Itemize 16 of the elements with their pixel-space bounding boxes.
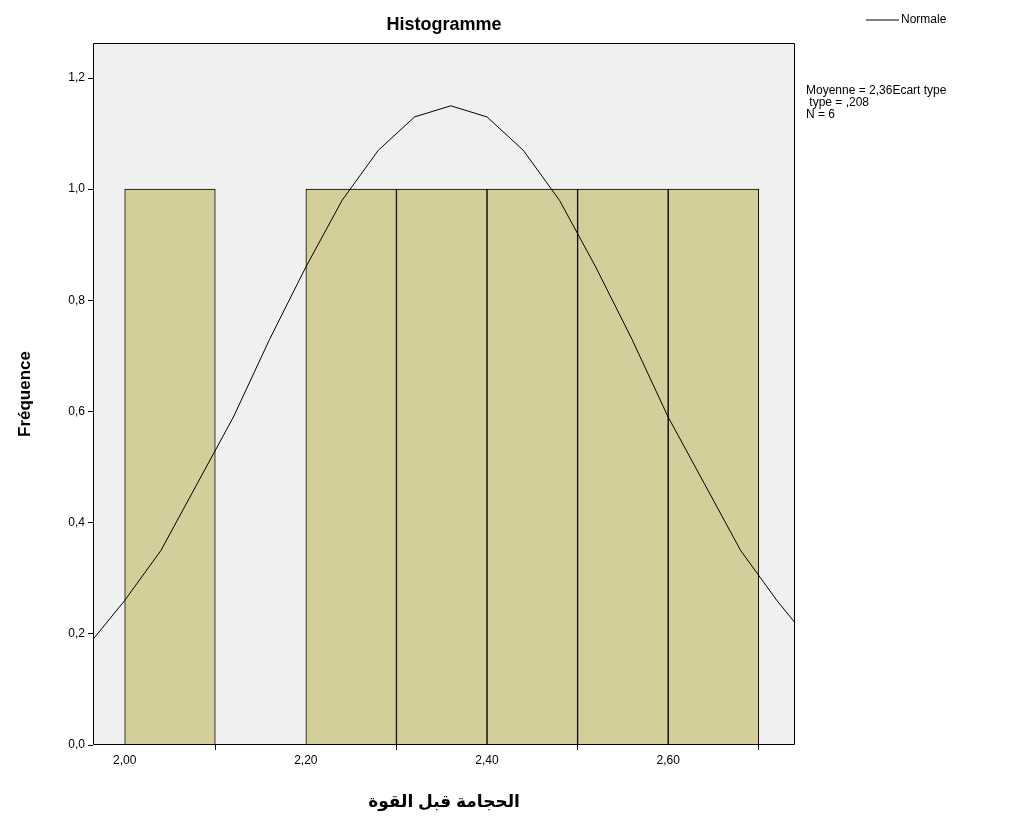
y-tick-label: 0,6 — [68, 403, 86, 418]
y-tick-label: 0,4 — [68, 514, 86, 529]
x-tick-label: 2,20 — [294, 752, 318, 767]
x-tick-label: 2,40 — [475, 752, 500, 767]
y-tick-label: 0,0 — [68, 737, 86, 752]
y-tick-label: 0,8 — [68, 292, 86, 307]
y-tick-label: 1,0 — [68, 181, 86, 196]
x-axis-title: الحجامة قبل القوة — [368, 792, 520, 812]
x-tick-label: 2,00 — [113, 752, 137, 767]
chart-title: Histogramme — [386, 14, 502, 34]
x-tick-label: 2,60 — [656, 752, 681, 767]
legend-label: Normale — [901, 12, 947, 27]
y-tick-label: 1,2 — [68, 70, 86, 85]
text: Moyenne = 2,36Ecart type — [806, 83, 947, 98]
y-tick-label: 0,2 — [68, 626, 86, 641]
y-axis-title: Fréquence — [15, 351, 34, 437]
